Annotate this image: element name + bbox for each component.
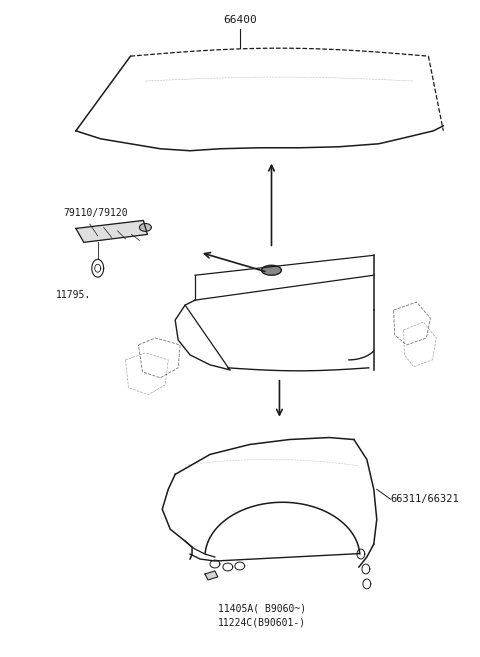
Polygon shape (205, 571, 218, 580)
Polygon shape (140, 223, 151, 231)
Polygon shape (262, 265, 281, 275)
Text: 66311/66321: 66311/66321 (391, 494, 459, 505)
Text: 79110/79120: 79110/79120 (63, 208, 128, 219)
Text: 11795.: 11795. (56, 290, 91, 300)
Text: 11405A( B9060~): 11405A( B9060~) (218, 604, 306, 614)
Polygon shape (76, 221, 147, 242)
Text: 11224C(B90601-): 11224C(B90601-) (218, 618, 306, 627)
Text: 66400: 66400 (223, 15, 257, 25)
